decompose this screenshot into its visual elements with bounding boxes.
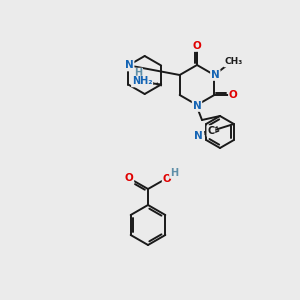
Text: N: N	[194, 131, 203, 141]
Text: H: H	[134, 68, 142, 79]
Text: N: N	[211, 70, 220, 80]
Text: O: O	[124, 173, 134, 183]
Text: O: O	[229, 90, 238, 100]
Text: NH₂: NH₂	[132, 76, 152, 86]
Text: C: C	[207, 126, 214, 136]
Text: O: O	[193, 41, 201, 51]
Text: N: N	[125, 61, 134, 70]
Text: CH₃: CH₃	[224, 58, 242, 67]
Text: H: H	[170, 168, 178, 178]
Text: O: O	[163, 174, 171, 184]
Text: N: N	[193, 101, 201, 111]
